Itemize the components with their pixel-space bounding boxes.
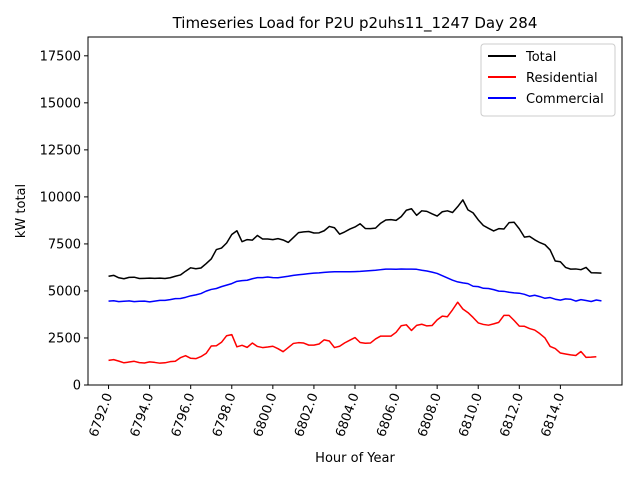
chart-title: Timeseries Load for P2U p2uhs11_1247 Day…	[172, 14, 538, 33]
legend-label-commercial: Commercial	[526, 92, 604, 107]
legend: Total Residential Commercial	[480, 43, 616, 117]
y-tick-label: 10000	[40, 190, 81, 205]
legend-label-total: Total	[525, 50, 556, 65]
series-line-total	[108, 199, 602, 280]
series-line-residential	[108, 301, 597, 364]
y-tick-label: 7500	[48, 237, 81, 252]
y-tick-label: 17500	[40, 49, 81, 64]
y-tick-label: 0	[73, 379, 81, 394]
y-tick-label: 15000	[40, 96, 81, 111]
legend-label-residential: Residential	[526, 71, 598, 86]
y-tick-label: 12500	[40, 143, 81, 158]
series-line-commercial	[108, 268, 602, 303]
y-tick-label: 2500	[48, 331, 81, 346]
x-axis-label: Hour of Year	[315, 451, 395, 466]
y-axis-label: kW total	[14, 184, 29, 238]
y-tick-label: 5000	[48, 284, 81, 299]
series-layer	[108, 199, 602, 364]
y-axis: 0 2500 5000 7500 10000 12500 15000 17500	[40, 49, 88, 394]
